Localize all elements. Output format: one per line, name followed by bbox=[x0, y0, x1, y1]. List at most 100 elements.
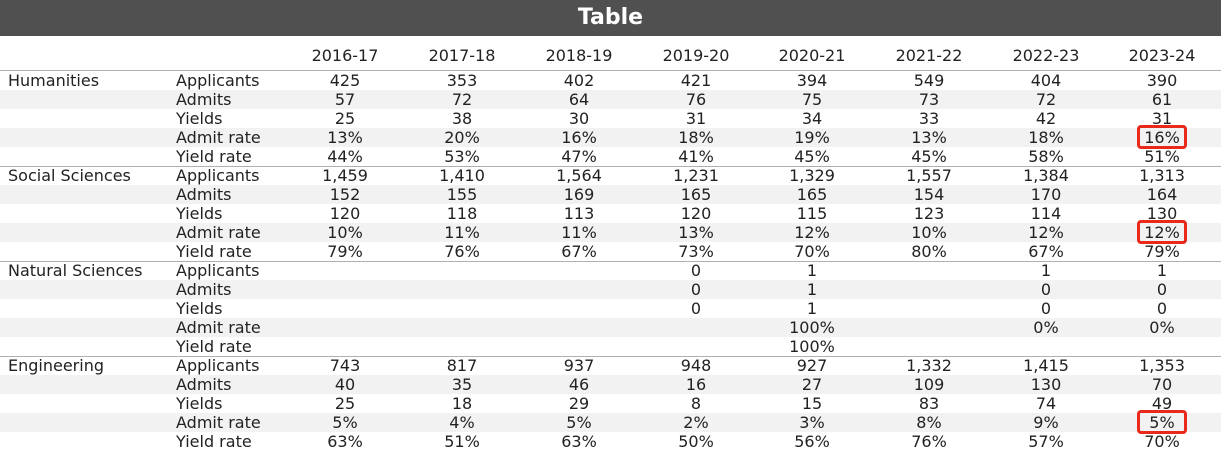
table-row: Admit rate 100% 0% 0% bbox=[0, 318, 1221, 337]
metric-label: Yields bbox=[176, 109, 223, 128]
table-cell: 1,564 bbox=[556, 166, 602, 185]
table-cell: 154 bbox=[913, 185, 945, 204]
table-row: Yield rate 63% 51% 63% 50% 56% 76% 57% 70% bbox=[0, 432, 1221, 451]
table-cell: 67% bbox=[1028, 242, 1064, 261]
table-cell: 63% bbox=[561, 432, 597, 451]
table-cell: 1,231 bbox=[673, 166, 719, 185]
table-cell: 404 bbox=[1030, 71, 1062, 90]
table-cell: 11% bbox=[561, 223, 597, 242]
metric-label: Admits bbox=[176, 185, 232, 204]
table-cell: 1,313 bbox=[1139, 166, 1185, 185]
table-cell: 1,557 bbox=[906, 166, 952, 185]
table-cell: 165 bbox=[680, 185, 712, 204]
table-cell: 13% bbox=[327, 128, 363, 147]
table-cell: 120 bbox=[329, 204, 361, 223]
metric-label: Yields bbox=[176, 204, 223, 223]
table-cell: 3% bbox=[799, 413, 825, 432]
table-cell: 10% bbox=[327, 223, 363, 242]
table-cell: 1 bbox=[1040, 261, 1052, 280]
table-cell: 79% bbox=[327, 242, 363, 261]
table-cell: 937 bbox=[563, 356, 595, 375]
table-cell: 1 bbox=[1156, 261, 1168, 280]
table-row: Admits 0 1 0 0 bbox=[0, 280, 1221, 299]
table-cell: 72 bbox=[1035, 90, 1057, 109]
table-cell: 45% bbox=[794, 147, 830, 166]
table-cell: 100% bbox=[789, 337, 835, 356]
highlight-box bbox=[1137, 410, 1187, 434]
table-cell: 31 bbox=[1151, 109, 1173, 128]
metric-label: Applicants bbox=[176, 356, 260, 375]
table-cell: 56% bbox=[794, 432, 830, 451]
table-cell: 16% bbox=[561, 128, 597, 147]
table-group: Applicants 743 817 937 948 927 1,332 1,415 1,353… bbox=[0, 356, 1221, 451]
table-cell: 19% bbox=[794, 128, 830, 147]
table-cell: 0 bbox=[1156, 280, 1168, 299]
table-cell: 927 bbox=[796, 356, 828, 375]
table-cell: 123 bbox=[913, 204, 945, 223]
table-cell: 0 bbox=[690, 299, 702, 318]
table-cell: 18% bbox=[678, 128, 714, 147]
table-cell: 57% bbox=[1028, 432, 1064, 451]
table-cell: 74 bbox=[1035, 394, 1057, 413]
table-cell: 29 bbox=[568, 394, 590, 413]
table-cell: 1,459 bbox=[322, 166, 368, 185]
table-cell: 4% bbox=[449, 413, 475, 432]
table-cell: 152 bbox=[329, 185, 361, 204]
table-cell: 1 bbox=[806, 299, 818, 318]
table-cell: 25 bbox=[334, 109, 356, 128]
group-label: Social Sciences bbox=[8, 166, 131, 185]
table-cell: 5% bbox=[1149, 413, 1175, 432]
table-cell: 31 bbox=[685, 109, 707, 128]
table-cell: 155 bbox=[446, 185, 478, 204]
table-row: Admit rate 10% 11% 11% 13% 12% 10% 12% 12% bbox=[0, 223, 1221, 242]
table-group: Applicants 425 353 402 421 394 549 404 390 Admits… bbox=[0, 71, 1221, 167]
metric-label: Yields bbox=[176, 299, 223, 318]
table-cell: 109 bbox=[913, 375, 945, 394]
table-cell: 113 bbox=[563, 204, 595, 223]
table-cell: 8% bbox=[916, 413, 942, 432]
table-row: Yields 120 118 113 120 115 123 114 130 bbox=[0, 204, 1221, 223]
table-cell: 402 bbox=[563, 71, 595, 90]
table-cell: 0 bbox=[1040, 299, 1052, 318]
table-cell: 46 bbox=[568, 375, 590, 394]
table-cell: 83 bbox=[918, 394, 940, 413]
table-row: Admits 152 155 169 165 165 154 170 164 bbox=[0, 185, 1221, 204]
table-row: Applicants 743 817 937 948 927 1,332 1,415 1,353 bbox=[0, 356, 1221, 375]
table-cell: 70 bbox=[1151, 375, 1173, 394]
table-cell: 35 bbox=[451, 375, 473, 394]
table-cell: 63% bbox=[327, 432, 363, 451]
table-group: Applicants 0 1 1 1 Admits 0 1 0 0 Yields 0 1 0 0 Admit … bbox=[0, 261, 1221, 357]
table-cell: 25 bbox=[334, 394, 356, 413]
metric-label: Applicants bbox=[176, 71, 260, 90]
metric-label: Yield rate bbox=[176, 432, 252, 451]
table-cell: 18% bbox=[1028, 128, 1064, 147]
metric-label: Admit rate bbox=[176, 413, 261, 432]
table-cell: 76 bbox=[685, 90, 707, 109]
table-cell: 394 bbox=[796, 71, 828, 90]
column-header-row: 2016-17 2017-18 2018-19 2019-20 2020-21 … bbox=[0, 44, 1221, 71]
table-cell: 45% bbox=[911, 147, 947, 166]
table-cell: 42 bbox=[1035, 109, 1057, 128]
table-cell: 27 bbox=[801, 375, 823, 394]
column-header: 2023-24 bbox=[1128, 46, 1196, 65]
metric-label: Yield rate bbox=[176, 147, 252, 166]
table-cell: 390 bbox=[1146, 71, 1178, 90]
table-cell: 67% bbox=[561, 242, 597, 261]
metric-label: Admit rate bbox=[176, 128, 261, 147]
table-cell: 817 bbox=[446, 356, 478, 375]
table-row: Yields 25 38 30 31 34 33 42 31 bbox=[0, 109, 1221, 128]
metric-label: Admit rate bbox=[176, 223, 261, 242]
table-cell: 169 bbox=[563, 185, 595, 204]
table-cell: 1 bbox=[806, 280, 818, 299]
column-header: 2016-17 bbox=[311, 46, 379, 65]
table-cell: 16 bbox=[685, 375, 707, 394]
table-cell: 0 bbox=[690, 280, 702, 299]
table-cell: 38 bbox=[451, 109, 473, 128]
table-cell: 51% bbox=[1144, 147, 1180, 166]
table-cell: 1,329 bbox=[789, 166, 835, 185]
table-cell: 41% bbox=[678, 147, 714, 166]
table-cell: 120 bbox=[680, 204, 712, 223]
table-cell: 165 bbox=[796, 185, 828, 204]
group-label: Engineering bbox=[8, 356, 104, 375]
table-cell: 8 bbox=[690, 394, 702, 413]
